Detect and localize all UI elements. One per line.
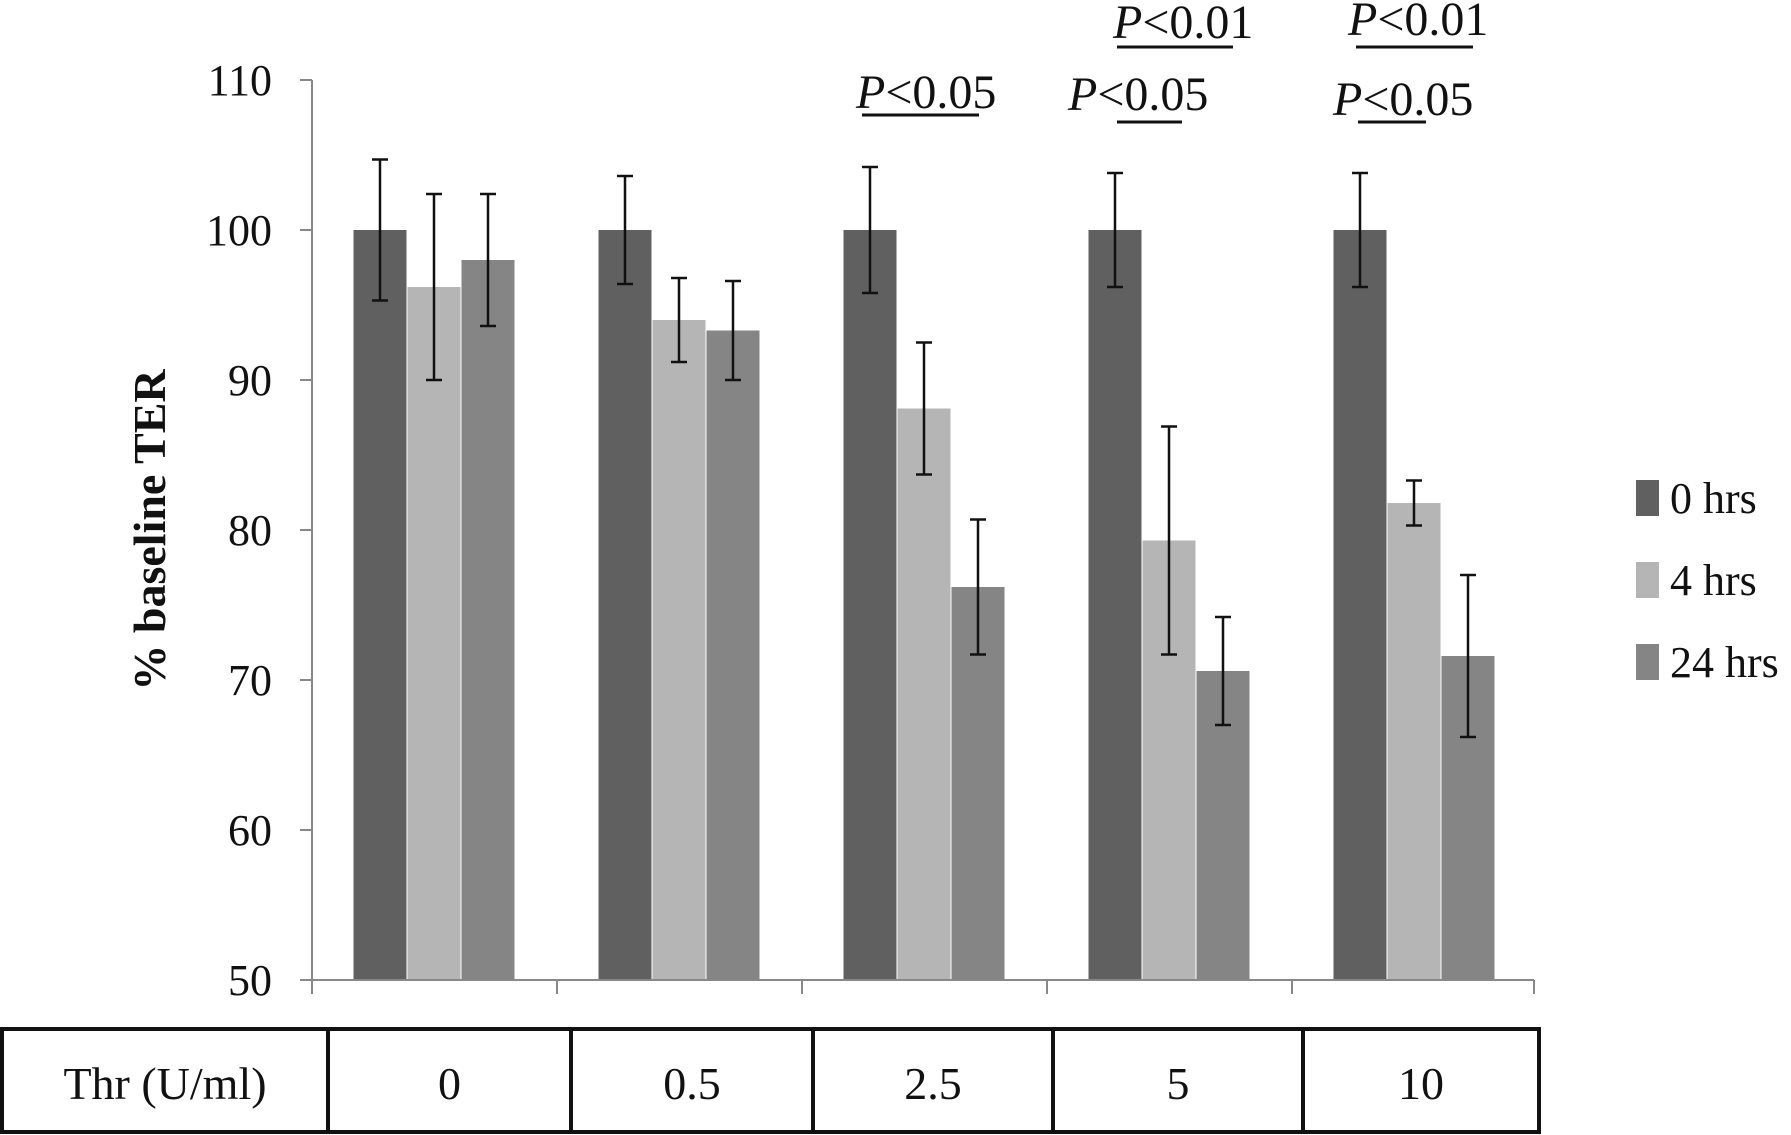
x-category-label: 0.5 [663,1058,721,1109]
p-symbol: P [1332,73,1362,126]
x-category-label: 5 [1167,1058,1190,1109]
x-category-label: 10 [1398,1058,1444,1109]
bar [598,230,652,980]
bar [407,287,461,980]
significance-label: P<0.05 [855,66,996,119]
p-value: <0.05 [1097,68,1208,121]
y-tick-label: 50 [228,956,272,1005]
bar [897,408,951,980]
table-row-label: Thr (U/ml) [63,1058,266,1109]
p-symbol: P [1112,0,1142,49]
y-axis-label: % baseline TER [124,369,175,691]
bar [843,230,897,980]
legend-swatch [1636,480,1659,516]
legend-swatch [1636,562,1659,598]
x-category-label: 2.5 [904,1058,962,1109]
significance-label: P<0.05 [1067,68,1208,121]
p-symbol: P [1067,68,1097,121]
legend-swatch [1636,644,1659,680]
y-tick-label: 110 [208,56,272,105]
significance-label: P<0.01 [1112,0,1253,49]
bar [1088,230,1142,980]
y-tick-label: 100 [206,206,272,255]
bar [1333,230,1387,980]
p-value: <0.05 [1362,73,1473,126]
p-symbol: P [1347,0,1377,46]
bar [652,320,706,980]
significance-label: P<0.01 [1347,0,1488,46]
category-table [0,1027,1541,1134]
p-symbol: P [855,66,885,119]
legend-label: 24 hrs [1670,638,1779,687]
y-tick-label: 90 [228,356,272,405]
y-tick-label: 70 [228,656,272,705]
bar [461,260,515,980]
y-tick-label: 80 [228,506,272,555]
p-value: <0.01 [1377,0,1488,46]
bar [1387,503,1441,980]
p-value: <0.01 [1142,0,1253,49]
legend-label: 4 hrs [1670,556,1757,605]
bar [706,330,760,980]
bar [353,230,407,980]
legend-label: 0 hrs [1670,474,1757,523]
p-value: <0.05 [885,66,996,119]
y-tick-label: 60 [228,806,272,855]
significance-label: P<0.05 [1332,73,1473,126]
x-category-label: 0 [438,1058,461,1109]
